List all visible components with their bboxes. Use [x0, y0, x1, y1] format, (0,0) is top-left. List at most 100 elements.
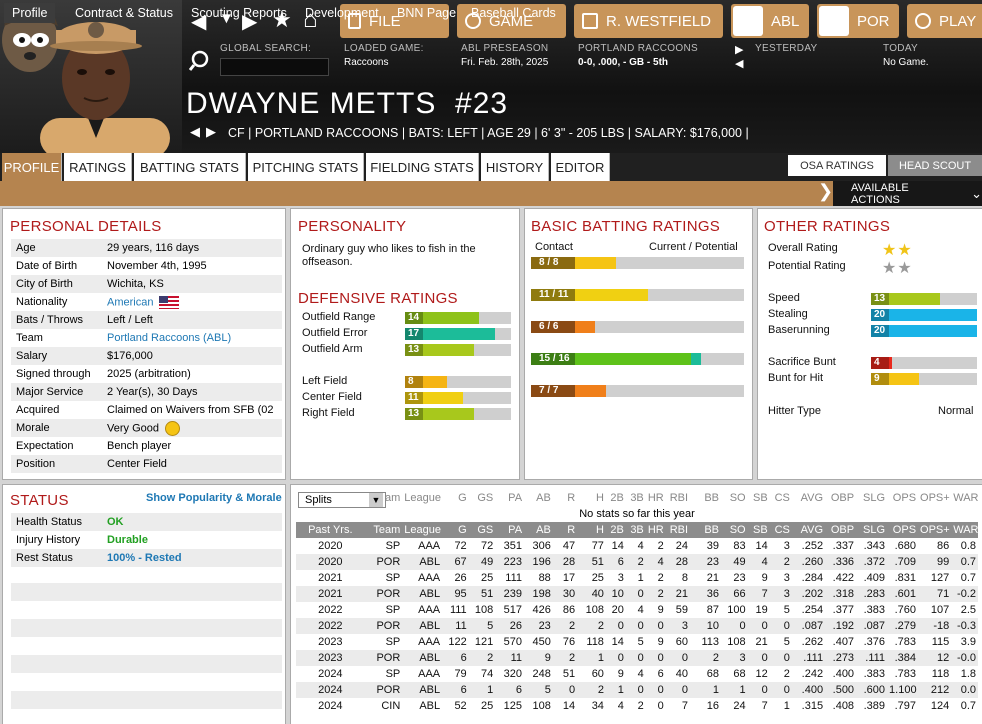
column-header[interactable]: R [552, 522, 578, 538]
forward-arrow-icon[interactable]: ▶ [242, 11, 258, 33]
show-popularity-morale-link[interactable]: Show Popularity & Morale [146, 492, 282, 504]
home-icon[interactable]: ⌂ [303, 6, 318, 33]
rating-value: 14 [408, 312, 420, 323]
file-menu-button[interactable]: FILE [340, 4, 449, 38]
batting-rating-value: 8 / 8 [539, 257, 559, 268]
tab-batting-stats[interactable]: BATTING STATS [134, 153, 246, 181]
column-header[interactable]: PA [495, 490, 525, 506]
column-header[interactable]: OBP [825, 490, 857, 506]
column-header[interactable]: G [442, 522, 469, 538]
column-header[interactable]: RBI [665, 490, 691, 506]
column-header[interactable]: R [552, 490, 578, 506]
yesterday-prev-icon[interactable]: ◀ [735, 58, 744, 70]
tab-pitching-stats[interactable]: PITCHING STATS [248, 153, 364, 181]
tab-profile[interactable]: PROFILE [2, 153, 62, 181]
column-header[interactable]: HR [645, 490, 666, 506]
detail-value: Center Field [107, 458, 167, 470]
next-player-icon[interactable]: ▶ [206, 124, 216, 139]
history-dropdown-icon[interactable]: ▼ [219, 10, 234, 27]
game-menu-button[interactable]: GAME [457, 4, 566, 38]
table-cell: 24 [675, 540, 689, 552]
status-value: OK [107, 516, 124, 528]
column-header[interactable]: CS [769, 522, 792, 538]
table-cell: .337 [832, 540, 855, 552]
column-header[interactable]: RBI [665, 522, 691, 538]
column-header[interactable]: 3B [625, 522, 646, 538]
manager-menu-button[interactable]: R. WESTFIELD [574, 4, 723, 38]
table-cell: .318 [825, 586, 857, 602]
global-search-input[interactable] [220, 58, 329, 76]
subtab-development[interactable]: Development [305, 6, 379, 20]
detail-value[interactable]: Portland Raccoons (ABL) [107, 332, 232, 344]
column-header[interactable]: AVG [791, 522, 826, 538]
column-header[interactable]: HR [645, 522, 666, 538]
column-header[interactable]: OPS+ [918, 522, 952, 538]
column-header[interactable]: League [402, 490, 443, 506]
column-header[interactable]: AVG [791, 490, 826, 506]
column-header[interactable]: League [402, 522, 443, 538]
available-actions-menu[interactable]: AVAILABLE ACTIONS ⌄ [833, 181, 982, 206]
table-cell: 223 [495, 554, 525, 570]
table-cell: 10 [690, 618, 722, 634]
subtab-bnn-page[interactable]: BNN Page [397, 6, 457, 20]
column-header[interactable]: PA [495, 522, 525, 538]
column-header[interactable]: Team [364, 522, 403, 538]
column-header[interactable]: G [442, 490, 469, 506]
search-icon[interactable] [188, 48, 215, 74]
column-header[interactable]: GS [468, 522, 496, 538]
table-cell: SP [385, 604, 401, 616]
table-cell: 5 [783, 636, 790, 648]
team-menu-button[interactable]: POR [817, 4, 899, 38]
column-header[interactable]: OPS [887, 522, 919, 538]
column-header[interactable]: WAR [951, 522, 978, 538]
table-cell: 115 [931, 636, 950, 648]
house-icon [582, 13, 598, 29]
subtab-scouting-reports[interactable]: Scouting Reports [191, 6, 287, 20]
play-button[interactable]: PLAY [907, 4, 982, 38]
back-arrow-icon[interactable]: ◀ [191, 11, 207, 33]
head-scout-toggle[interactable]: HEAD SCOUT [888, 155, 982, 176]
column-header[interactable]: OPS [887, 490, 919, 506]
tab-editor[interactable]: EDITOR [551, 153, 610, 181]
column-header[interactable]: 2B [605, 522, 626, 538]
tab-history[interactable]: HISTORY [481, 153, 549, 181]
column-header[interactable]: AB [524, 490, 553, 506]
column-header[interactable]: BB [690, 522, 722, 538]
column-header[interactable]: SLG [856, 490, 888, 506]
column-header[interactable]: CS [769, 490, 792, 506]
subtab-contract-status[interactable]: Contract & Status [75, 6, 173, 20]
column-header[interactable]: H [577, 490, 606, 506]
table-cell: 0 [645, 682, 666, 698]
column-header[interactable]: GS [468, 490, 496, 506]
league-menu-button[interactable]: ABL [731, 4, 809, 38]
column-header[interactable]: AB [524, 522, 553, 538]
column-header[interactable]: BB [690, 490, 722, 506]
table-cell: 0 [625, 650, 646, 666]
column-header[interactable]: WAR [951, 490, 978, 506]
column-header[interactable]: SO [721, 522, 748, 538]
detail-value[interactable]: American [107, 295, 282, 309]
column-header[interactable]: SB [747, 522, 770, 538]
column-header[interactable]: OBP [825, 522, 857, 538]
yesterday-next-icon[interactable]: ▶ [735, 44, 744, 56]
tab-ratings[interactable]: RATINGS [64, 153, 132, 181]
subtab-profile[interactable]: Profile [4, 3, 56, 23]
star-icon[interactable]: ★ [272, 7, 292, 32]
subtab-baseball-cards[interactable]: Baseball Cards [471, 6, 556, 20]
column-header[interactable]: 2B [605, 490, 626, 506]
prev-player-icon[interactable]: ◀ [190, 124, 200, 139]
rating-value: 17 [408, 328, 420, 339]
column-header[interactable]: SO [721, 490, 748, 506]
table-cell: 14 [611, 636, 624, 648]
column-header[interactable]: 3B [625, 490, 646, 506]
column-header[interactable]: OPS+ [918, 490, 952, 506]
tab-fielding-stats[interactable]: FIELDING STATS [366, 153, 479, 181]
splits-dropdown[interactable]: Splits ▼ [298, 492, 386, 508]
personality-title: PERSONALITY [298, 218, 407, 235]
column-header[interactable]: H [577, 522, 606, 538]
column-header[interactable]: SB [747, 490, 770, 506]
osa-ratings-toggle[interactable]: OSA RATINGS [788, 155, 886, 176]
table-cell: 51 [562, 668, 576, 680]
column-header[interactable]: SLG [856, 522, 888, 538]
table-cell: .279 [887, 618, 919, 634]
